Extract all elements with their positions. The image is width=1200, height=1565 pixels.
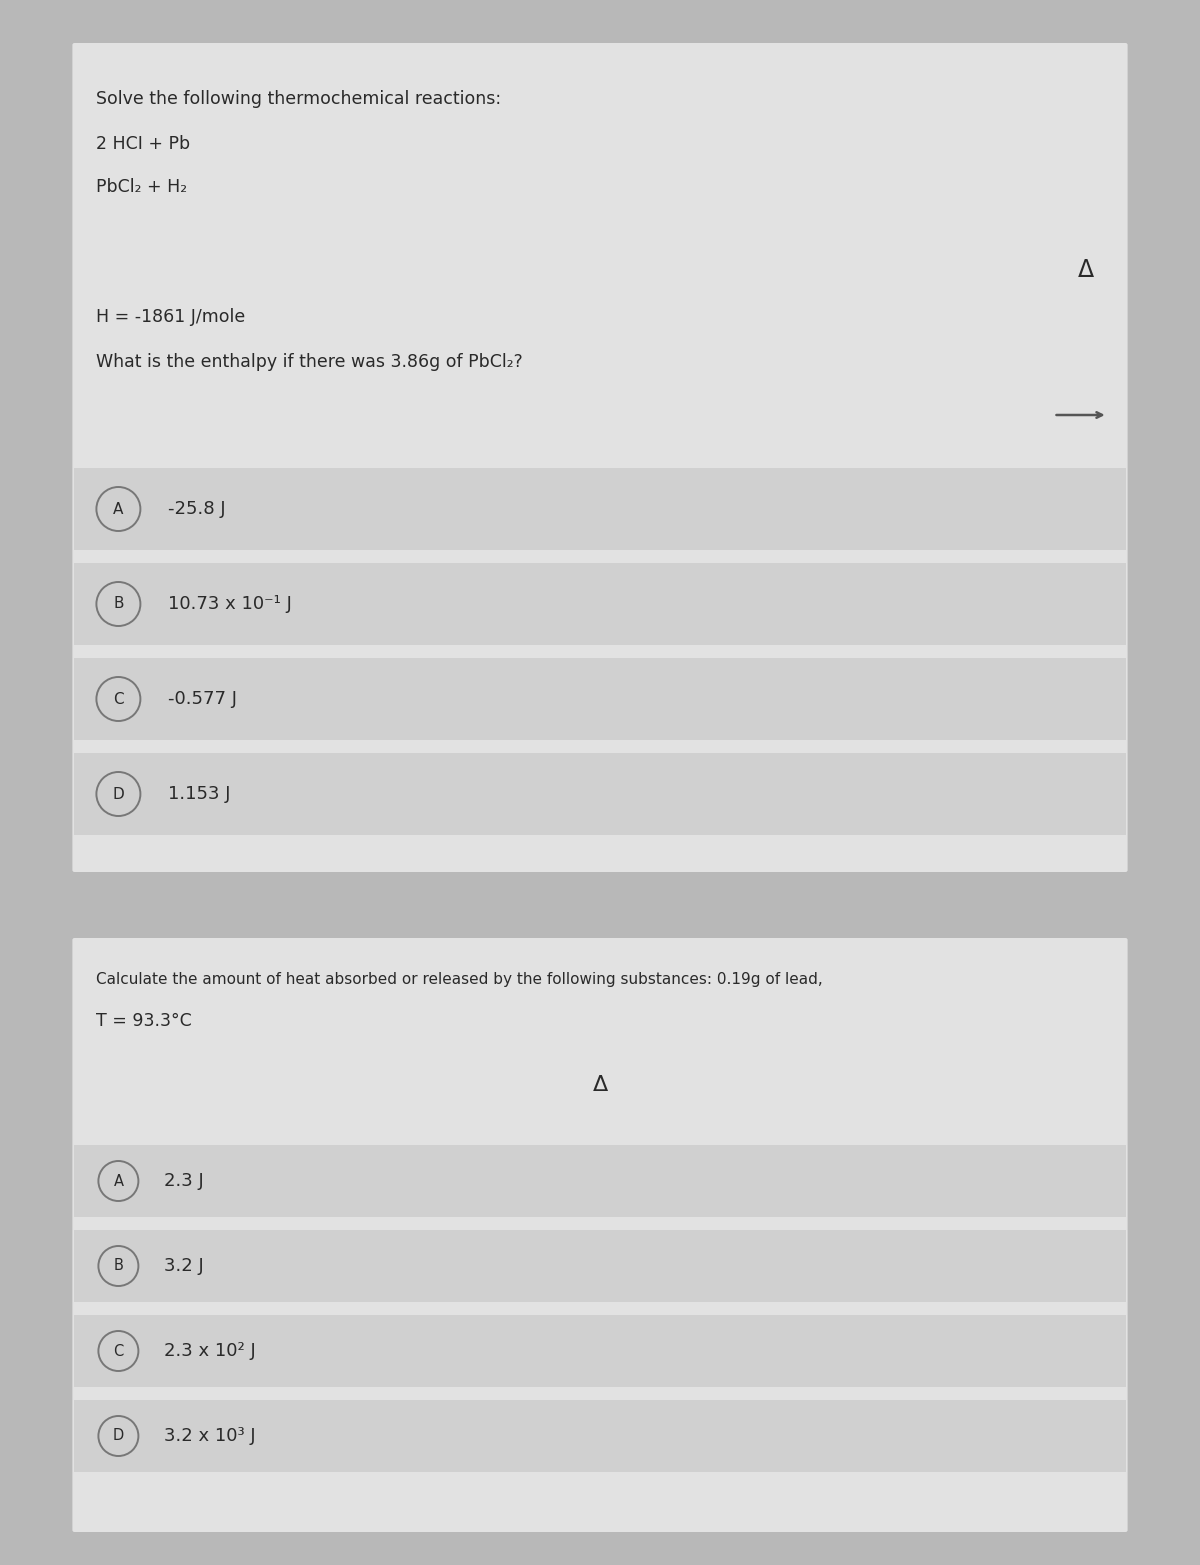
Text: T = 93.3°C: T = 93.3°C [96, 1013, 192, 1030]
Text: C: C [113, 692, 124, 706]
Text: Calculate the amount of heat absorbed or released by the following substances: 0: Calculate the amount of heat absorbed or… [96, 972, 823, 988]
Text: -25.8 J: -25.8 J [168, 499, 226, 518]
Text: Δ: Δ [593, 1075, 607, 1095]
Bar [74, 1315, 1126, 1387]
Text: 3.2 x 10³ J: 3.2 x 10³ J [164, 1427, 256, 1444]
Text: B: B [113, 596, 124, 612]
Bar [74, 1401, 1126, 1473]
Text: 2.3 J: 2.3 J [164, 1172, 204, 1189]
Text: What is the enthalpy if there was 3.86g of PbCl₂?: What is the enthalpy if there was 3.86g … [96, 354, 523, 371]
Text: 2 HCI + Pb: 2 HCI + Pb [96, 135, 191, 153]
Text: D: D [113, 787, 125, 801]
FancyBboxPatch shape [72, 937, 1128, 1532]
Text: D: D [113, 1429, 124, 1443]
Bar [74, 657, 1126, 740]
Bar [74, 753, 1126, 836]
Text: H = -1861 J/mole: H = -1861 J/mole [96, 308, 246, 326]
FancyBboxPatch shape [72, 42, 1128, 872]
Text: B: B [114, 1258, 124, 1274]
Text: Δ: Δ [1078, 258, 1093, 282]
Text: A: A [113, 1174, 124, 1188]
Text: -0.577 J: -0.577 J [168, 690, 238, 707]
Bar [74, 1146, 1126, 1218]
Bar [74, 563, 1126, 645]
Text: 3.2 J: 3.2 J [164, 1257, 204, 1275]
Text: C: C [113, 1343, 124, 1358]
Text: 1.153 J: 1.153 J [168, 786, 230, 803]
Text: 2.3 x 10² J: 2.3 x 10² J [164, 1343, 256, 1360]
Bar [74, 468, 1126, 549]
Text: A: A [113, 501, 124, 516]
Bar [74, 1230, 1126, 1302]
Text: Solve the following thermochemical reactions:: Solve the following thermochemical react… [96, 91, 502, 108]
Text: 10.73 x 10⁻¹ J: 10.73 x 10⁻¹ J [168, 595, 293, 613]
Text: PbCl₂ + H₂: PbCl₂ + H₂ [96, 178, 187, 196]
